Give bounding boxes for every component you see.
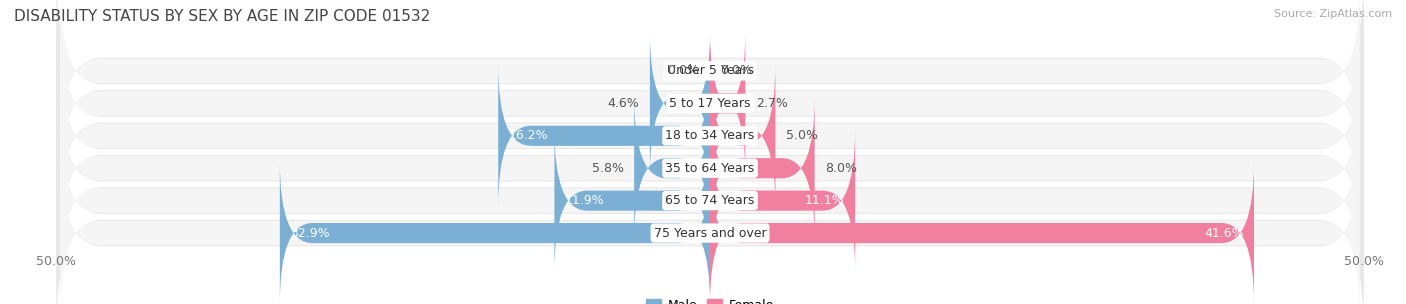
Text: 11.9%: 11.9% (565, 194, 605, 207)
Text: 5.8%: 5.8% (592, 162, 624, 175)
FancyBboxPatch shape (710, 32, 745, 174)
FancyBboxPatch shape (56, 3, 1364, 204)
FancyBboxPatch shape (56, 36, 1364, 236)
Text: 2.7%: 2.7% (756, 97, 787, 110)
Text: 11.1%: 11.1% (806, 194, 845, 207)
Text: 0.0%: 0.0% (668, 64, 700, 78)
FancyBboxPatch shape (56, 100, 1364, 301)
FancyBboxPatch shape (710, 162, 1254, 304)
FancyBboxPatch shape (60, 116, 1360, 286)
FancyBboxPatch shape (554, 130, 710, 272)
Text: Source: ZipAtlas.com: Source: ZipAtlas.com (1274, 9, 1392, 19)
Text: DISABILITY STATUS BY SEX BY AGE IN ZIP CODE 01532: DISABILITY STATUS BY SEX BY AGE IN ZIP C… (14, 9, 430, 24)
Text: Under 5 Years: Under 5 Years (666, 64, 754, 78)
FancyBboxPatch shape (634, 97, 710, 239)
FancyBboxPatch shape (60, 51, 1360, 221)
Text: 18 to 34 Years: 18 to 34 Years (665, 129, 755, 142)
FancyBboxPatch shape (710, 97, 814, 239)
FancyBboxPatch shape (56, 133, 1364, 304)
Text: 75 Years and over: 75 Years and over (654, 226, 766, 240)
FancyBboxPatch shape (710, 130, 855, 272)
FancyBboxPatch shape (60, 18, 1360, 188)
Text: 32.9%: 32.9% (290, 226, 330, 240)
Text: 8.0%: 8.0% (825, 162, 858, 175)
FancyBboxPatch shape (498, 65, 710, 207)
Legend: Male, Female: Male, Female (641, 294, 779, 304)
Text: 4.6%: 4.6% (607, 97, 640, 110)
FancyBboxPatch shape (710, 65, 776, 207)
Text: 35 to 64 Years: 35 to 64 Years (665, 162, 755, 175)
FancyBboxPatch shape (60, 0, 1360, 156)
FancyBboxPatch shape (60, 148, 1360, 304)
FancyBboxPatch shape (280, 162, 710, 304)
Text: 16.2%: 16.2% (509, 129, 548, 142)
Text: 41.6%: 41.6% (1204, 226, 1243, 240)
Text: 0.0%: 0.0% (720, 64, 752, 78)
FancyBboxPatch shape (650, 32, 710, 174)
Text: 5 to 17 Years: 5 to 17 Years (669, 97, 751, 110)
FancyBboxPatch shape (60, 83, 1360, 253)
Text: 5.0%: 5.0% (786, 129, 818, 142)
Text: 65 to 74 Years: 65 to 74 Years (665, 194, 755, 207)
FancyBboxPatch shape (56, 0, 1364, 171)
FancyBboxPatch shape (56, 68, 1364, 268)
